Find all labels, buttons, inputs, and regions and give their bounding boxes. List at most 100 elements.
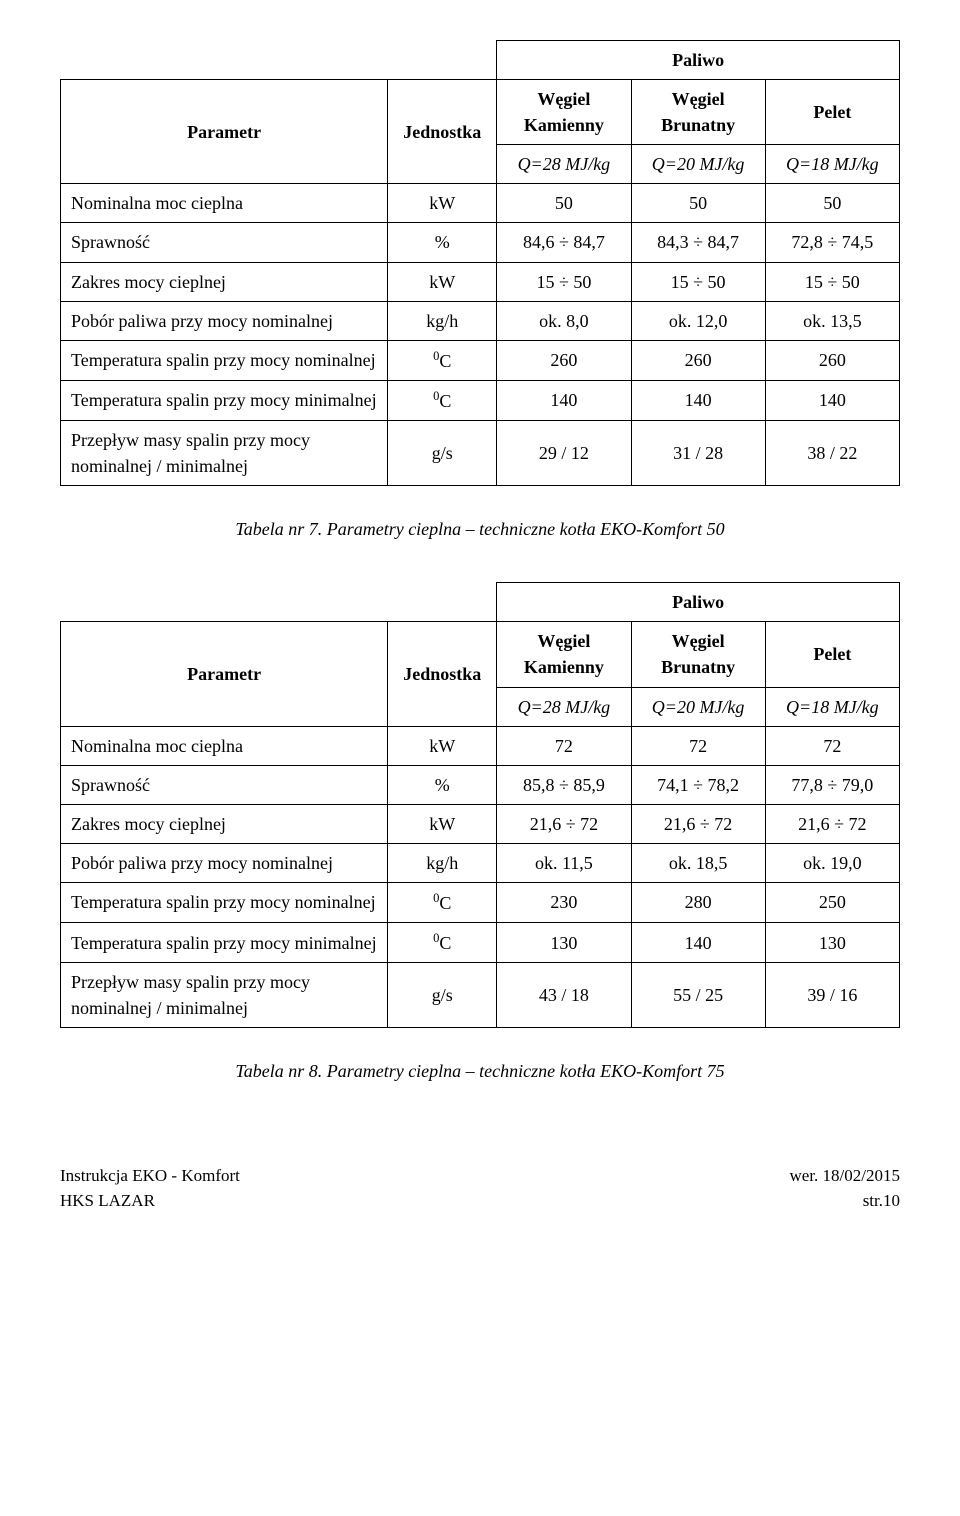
row-label: Zakres mocy cieplnej — [61, 804, 388, 843]
row-value: ok. 8,0 — [497, 301, 631, 340]
table-row: Sprawność % 84,6 ÷ 84,7 84,3 ÷ 84,7 72,8… — [61, 223, 900, 262]
row-value: 15 ÷ 50 — [765, 262, 899, 301]
row-unit: 0C — [388, 882, 497, 922]
row-value: 140 — [631, 380, 765, 420]
row-unit: kg/h — [388, 843, 497, 882]
row-value: ok. 18,5 — [631, 843, 765, 882]
blank-cell — [388, 41, 497, 80]
header-paliwo: Paliwo — [497, 583, 900, 622]
row-value: ok. 19,0 — [765, 843, 899, 882]
row-value: 72 — [765, 726, 899, 765]
row-value: 260 — [497, 340, 631, 380]
row-label: Sprawność — [61, 765, 388, 804]
table-caption-8: Tabela nr 8. Parametry cieplna – technic… — [60, 1058, 900, 1084]
header-jednostka: Jednostka — [388, 80, 497, 184]
row-value: 140 — [631, 923, 765, 963]
table-row: Temperatura spalin przy mocy minimalnej … — [61, 380, 900, 420]
header-pelet: Pelet — [765, 80, 899, 145]
row-value: 43 / 18 — [497, 963, 631, 1028]
table-row: Pobór paliwa przy mocy nominalnej kg/h o… — [61, 843, 900, 882]
header-q20: Q=20 MJ/kg — [631, 687, 765, 726]
row-value: 15 ÷ 50 — [631, 262, 765, 301]
row-value: 50 — [765, 184, 899, 223]
row-unit: kg/h — [388, 301, 497, 340]
row-value: 50 — [631, 184, 765, 223]
table-row: Nominalna moc cieplna kW 50 50 50 — [61, 184, 900, 223]
row-value: 84,6 ÷ 84,7 — [497, 223, 631, 262]
footer-doc-title: Instrukcja EKO - Komfort — [60, 1164, 240, 1189]
header-kamienny: Węgiel Kamienny — [497, 622, 631, 687]
row-label: Pobór paliwa przy mocy nominalnej — [61, 843, 388, 882]
header-jednostka: Jednostka — [388, 622, 497, 726]
row-unit: 0C — [388, 380, 497, 420]
row-label: Pobór paliwa przy mocy nominalnej — [61, 301, 388, 340]
row-label: Przepływ masy spalin przy mocy nominalne… — [61, 420, 388, 485]
row-value: 140 — [765, 380, 899, 420]
table-row: Przepływ masy spalin przy mocy nominalne… — [61, 420, 900, 485]
row-unit: 0C — [388, 340, 497, 380]
footer-company: HKS LAZAR — [60, 1189, 240, 1214]
row-unit: g/s — [388, 420, 497, 485]
row-value: 39 / 16 — [765, 963, 899, 1028]
table-row: Przepływ masy spalin przy mocy nominalne… — [61, 963, 900, 1028]
row-value: 15 ÷ 50 — [497, 262, 631, 301]
table-eko-komfort-75: Paliwo Parametr Jednostka Węgiel Kamienn… — [60, 582, 900, 1028]
header-kamienny: Węgiel Kamienny — [497, 80, 631, 145]
header-q20: Q=20 MJ/kg — [631, 145, 765, 184]
row-value: 21,6 ÷ 72 — [497, 804, 631, 843]
row-value: 230 — [497, 882, 631, 922]
table-row: Sprawność % 85,8 ÷ 85,9 74,1 ÷ 78,2 77,8… — [61, 765, 900, 804]
row-label: Temperatura spalin przy mocy nominalnej — [61, 882, 388, 922]
table-row: Temperatura spalin przy mocy nominalnej … — [61, 882, 900, 922]
row-value: 72 — [497, 726, 631, 765]
row-label: Temperatura spalin przy mocy minimalnej — [61, 380, 388, 420]
header-brunatny: Węgiel Brunatny — [631, 80, 765, 145]
row-label: Temperatura spalin przy mocy minimalnej — [61, 923, 388, 963]
blank-cell — [61, 583, 388, 622]
table-row: Pobór paliwa przy mocy nominalnej kg/h o… — [61, 301, 900, 340]
row-value: 21,6 ÷ 72 — [765, 804, 899, 843]
row-value: 84,3 ÷ 84,7 — [631, 223, 765, 262]
row-value: 21,6 ÷ 72 — [631, 804, 765, 843]
row-value: ok. 11,5 — [497, 843, 631, 882]
row-value: 85,8 ÷ 85,9 — [497, 765, 631, 804]
row-label: Przepływ masy spalin przy mocy nominalne… — [61, 963, 388, 1028]
table-row: Zakres mocy cieplnej kW 21,6 ÷ 72 21,6 ÷… — [61, 804, 900, 843]
row-unit: % — [388, 765, 497, 804]
row-unit: g/s — [388, 963, 497, 1028]
header-q18: Q=18 MJ/kg — [765, 687, 899, 726]
row-label: Zakres mocy cieplnej — [61, 262, 388, 301]
row-value: 74,1 ÷ 78,2 — [631, 765, 765, 804]
row-value: 72,8 ÷ 74,5 — [765, 223, 899, 262]
header-q28: Q=28 MJ/kg — [497, 687, 631, 726]
row-value: 140 — [497, 380, 631, 420]
row-value: ok. 13,5 — [765, 301, 899, 340]
header-parametr: Parametr — [61, 80, 388, 184]
table-row: Temperatura spalin przy mocy nominalnej … — [61, 340, 900, 380]
table-row: Nominalna moc cieplna kW 72 72 72 — [61, 726, 900, 765]
row-value: ok. 12,0 — [631, 301, 765, 340]
table-eko-komfort-50: Paliwo Parametr Jednostka Węgiel Kamienn… — [60, 40, 900, 486]
page-footer: Instrukcja EKO - Komfort HKS LAZAR wer. … — [60, 1164, 900, 1213]
row-label: Sprawność — [61, 223, 388, 262]
row-label: Nominalna moc cieplna — [61, 726, 388, 765]
row-value: 55 / 25 — [631, 963, 765, 1028]
row-unit: kW — [388, 804, 497, 843]
row-value: 280 — [631, 882, 765, 922]
row-value: 31 / 28 — [631, 420, 765, 485]
row-value: 50 — [497, 184, 631, 223]
row-value: 250 — [765, 882, 899, 922]
table-caption-7: Tabela nr 7. Parametry cieplna – technic… — [60, 516, 900, 542]
row-label: Temperatura spalin przy mocy nominalnej — [61, 340, 388, 380]
footer-page-number: str.10 — [790, 1189, 901, 1214]
header-pelet: Pelet — [765, 622, 899, 687]
table-row: Zakres mocy cieplnej kW 15 ÷ 50 15 ÷ 50 … — [61, 262, 900, 301]
row-unit: 0C — [388, 923, 497, 963]
row-value: 38 / 22 — [765, 420, 899, 485]
row-label: Nominalna moc cieplna — [61, 184, 388, 223]
row-unit: kW — [388, 184, 497, 223]
footer-version: wer. 18/02/2015 — [790, 1164, 901, 1189]
header-paliwo: Paliwo — [497, 41, 900, 80]
row-value: 130 — [497, 923, 631, 963]
header-q28: Q=28 MJ/kg — [497, 145, 631, 184]
